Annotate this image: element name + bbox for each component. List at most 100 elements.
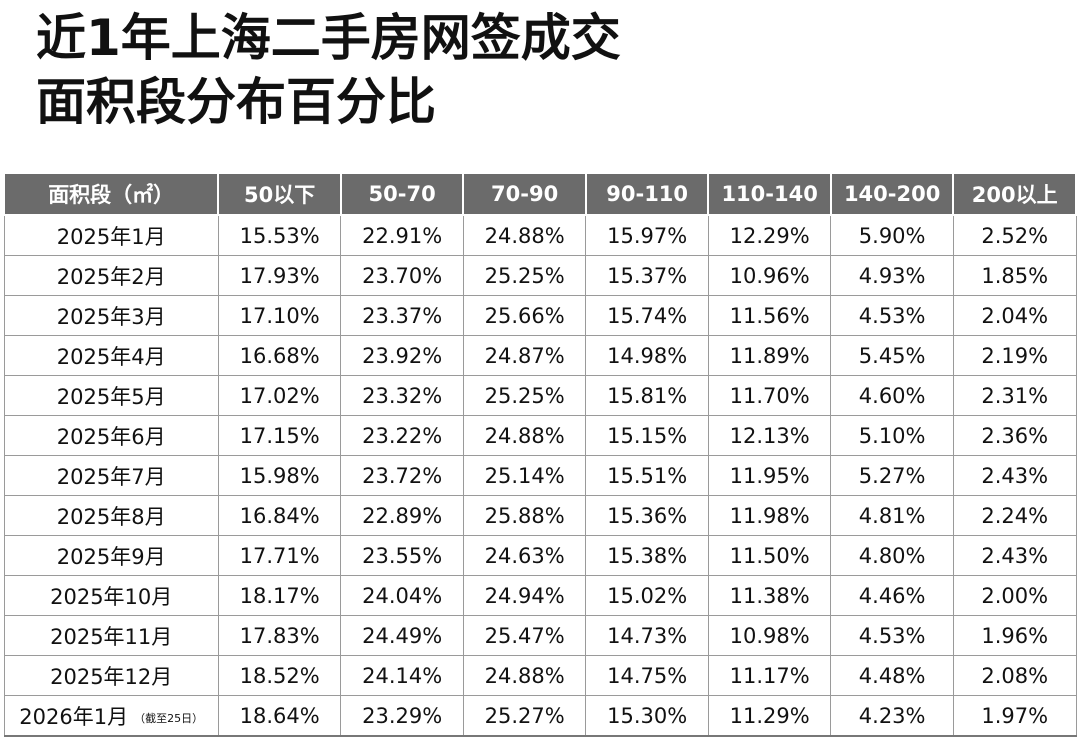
row-month-label: 2025年9月 <box>3 535 219 576</box>
table-row: 2025年2月 17.93% 23.70% 25.25% 15.37% 10.96% 4.9… <box>3 255 1077 296</box>
table-row: 2025年11月 17.83% 24.49% 25.47% 14.73% 10.98% 4.… <box>3 615 1077 656</box>
table-cell: 25.25% <box>462 255 587 296</box>
table-cell: 4.93% <box>830 255 954 296</box>
table-cell: 17.02% <box>217 375 342 416</box>
month-text: 2025年1月 <box>56 224 166 249</box>
row-month-label: 2025年3月 <box>3 295 219 336</box>
month-text: 2025年12月 <box>50 664 173 689</box>
header-col-2: 50-70 <box>339 172 465 216</box>
table-cell: 17.15% <box>217 415 342 456</box>
row-month-label: 2025年12月 <box>3 655 219 696</box>
table-cell: 24.88% <box>462 415 587 456</box>
month-text: 2025年9月 <box>56 544 166 569</box>
table-header-row: 面积段（㎡） 50以下 50-70 70-90 90-110 110-140 1… <box>2 172 1077 216</box>
month-text: 2025年4月 <box>56 344 166 369</box>
table-cell: 4.48% <box>830 655 954 696</box>
table-cell: 4.46% <box>830 575 954 616</box>
table-cell: 11.98% <box>707 495 832 536</box>
header-col-1: 50以下 <box>217 172 342 216</box>
table-cell: 2.43% <box>952 535 1077 576</box>
table-cell: 23.92% <box>340 335 464 376</box>
row-month-label: 2025年10月 <box>3 575 219 616</box>
table-cell: 15.37% <box>585 255 709 296</box>
table-cell: 25.88% <box>462 495 587 536</box>
month-text: 2025年11月 <box>50 624 173 649</box>
table-row: 2025年5月 17.02% 23.32% 25.25% 15.81% 11.70% 4.6… <box>3 375 1077 416</box>
table-row: 2026年1月 （截至25日） 18.64% 23.29% 25.27% 15.30% 11… <box>3 695 1077 737</box>
month-text: 2025年7月 <box>56 464 166 489</box>
table-cell: 23.29% <box>340 695 464 737</box>
table-cell: 4.53% <box>830 295 954 336</box>
table-cell: 17.10% <box>217 295 342 336</box>
table-cell: 11.29% <box>707 695 832 737</box>
row-month-label: 2025年7月 <box>3 455 219 496</box>
table-cell: 24.14% <box>340 655 464 696</box>
area-distribution-table: 面积段（㎡） 50以下 50-70 70-90 90-110 110-140 1… <box>2 172 1077 737</box>
table-cell: 23.37% <box>340 295 464 336</box>
table-cell: 24.88% <box>462 214 587 256</box>
table-cell: 2.24% <box>952 495 1077 536</box>
table-cell: 5.90% <box>830 214 954 256</box>
table-cell: 2.19% <box>952 335 1077 376</box>
table-row: 2025年1月 15.53% 22.91% 24.88% 15.97% 12.29% 5.9… <box>3 214 1077 256</box>
table-row: 2025年4月 16.68% 23.92% 24.87% 14.98% 11.89% 5.4… <box>3 335 1077 376</box>
table-cell: 24.63% <box>462 535 587 576</box>
table-cell: 2.08% <box>952 655 1077 696</box>
table-cell: 23.32% <box>340 375 464 416</box>
table-cell: 15.02% <box>585 575 709 616</box>
table-cell: 1.97% <box>952 695 1077 737</box>
table-cell: 23.72% <box>340 455 464 496</box>
header-area-range: 面积段（㎡） <box>2 172 220 216</box>
table-cell: 4.60% <box>830 375 954 416</box>
table-cell: 12.13% <box>707 415 832 456</box>
table-cell: 25.27% <box>462 695 587 737</box>
table-cell: 25.47% <box>462 615 587 656</box>
row-month-label: 2025年6月 <box>3 415 219 456</box>
table-row: 2025年12月 18.52% 24.14% 24.88% 14.75% 11.17% 4.… <box>3 655 1077 696</box>
table-cell: 2.52% <box>952 214 1077 256</box>
month-text: 2025年6月 <box>56 424 166 449</box>
table-cell: 5.10% <box>830 415 954 456</box>
month-note: （截至25日） <box>134 711 204 725</box>
table-row: 2025年8月 16.84% 22.89% 25.88% 15.36% 11.98% 4.8… <box>3 495 1077 536</box>
row-month-label: 2025年2月 <box>3 255 219 296</box>
table-row: 2025年6月 17.15% 23.22% 24.88% 15.15% 12.13% 5.1… <box>3 415 1077 456</box>
table-cell: 11.38% <box>707 575 832 616</box>
table-cell: 4.53% <box>830 615 954 656</box>
table-cell: 15.81% <box>585 375 709 416</box>
table-cell: 15.30% <box>585 695 709 737</box>
header-col-7: 200以上 <box>952 172 1077 216</box>
table-row: 2025年3月 17.10% 23.37% 25.66% 15.74% 11.56% 4.5… <box>3 295 1077 336</box>
table-cell: 24.88% <box>462 655 587 696</box>
table-cell: 24.04% <box>340 575 464 616</box>
table-cell: 4.80% <box>830 535 954 576</box>
table-cell: 11.70% <box>707 375 832 416</box>
table-cell: 4.81% <box>830 495 954 536</box>
table-cell: 12.29% <box>707 214 832 256</box>
page-title: 近1年上海二手房网签成交 面积段分布百分比 <box>36 6 621 134</box>
header-col-6: 140-200 <box>829 172 955 216</box>
table-cell: 11.17% <box>707 655 832 696</box>
table-cell: 14.98% <box>585 335 709 376</box>
table-cell: 15.38% <box>585 535 709 576</box>
row-month-label: 2025年11月 <box>3 615 219 656</box>
table-cell: 4.23% <box>830 695 954 737</box>
table-cell: 2.04% <box>952 295 1077 336</box>
table-cell: 15.15% <box>585 415 709 456</box>
table-cell: 15.97% <box>585 214 709 256</box>
table-cell: 2.43% <box>952 455 1077 496</box>
table-cell: 18.17% <box>217 575 342 616</box>
table-cell: 17.83% <box>217 615 342 656</box>
row-month-label: 2025年1月 <box>3 214 219 256</box>
row-month-label: 2025年5月 <box>3 375 219 416</box>
table-cell: 2.31% <box>952 375 1077 416</box>
table-cell: 16.68% <box>217 335 342 376</box>
table-cell: 2.00% <box>952 575 1077 616</box>
header-col-5: 110-140 <box>707 172 832 216</box>
table-cell: 1.96% <box>952 615 1077 656</box>
table-cell: 11.50% <box>707 535 832 576</box>
table-row: 2025年9月 17.71% 23.55% 24.63% 15.38% 11.50% 4.8… <box>3 535 1077 576</box>
month-text: 2025年8月 <box>56 504 166 529</box>
header-col-3: 70-90 <box>462 172 587 216</box>
table-cell: 2.36% <box>952 415 1077 456</box>
